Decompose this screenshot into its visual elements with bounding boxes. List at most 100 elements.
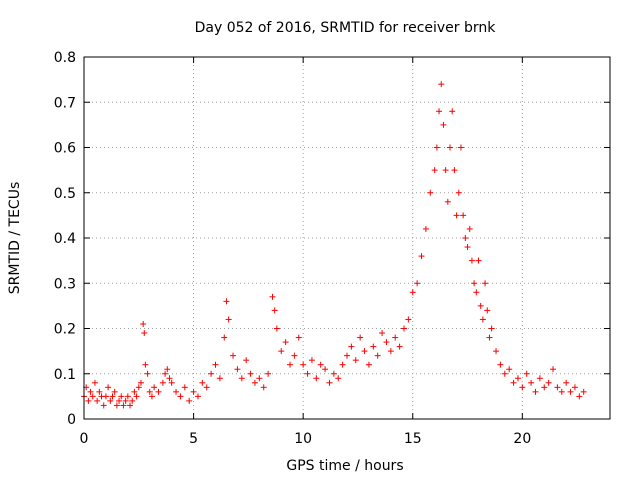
data-point xyxy=(141,330,148,337)
data-point xyxy=(208,370,215,377)
data-point xyxy=(486,334,493,341)
x-tick-label: 15 xyxy=(404,431,422,447)
data-point xyxy=(510,379,517,386)
data-point xyxy=(225,316,232,323)
data-point xyxy=(271,307,278,314)
data-point xyxy=(550,366,557,373)
data-point xyxy=(357,334,364,341)
data-point xyxy=(387,348,394,355)
data-point xyxy=(194,393,201,400)
data-point xyxy=(326,379,333,386)
data-point xyxy=(379,330,386,337)
data-point xyxy=(422,225,429,232)
data-point xyxy=(348,343,355,350)
data-point xyxy=(449,108,456,115)
data-point xyxy=(536,375,543,382)
data-point xyxy=(514,375,521,382)
data-point xyxy=(107,397,114,404)
data-point xyxy=(405,316,412,323)
data-point xyxy=(567,388,574,395)
data-point xyxy=(124,393,131,400)
data-point xyxy=(457,144,464,151)
data-point xyxy=(484,307,491,314)
y-tick-label: 0 xyxy=(67,412,76,428)
data-point xyxy=(234,366,241,373)
data-point xyxy=(133,393,140,400)
y-axis-label: SRMTID / TECUs xyxy=(7,182,23,295)
data-point xyxy=(427,189,434,196)
data-point xyxy=(256,375,263,382)
data-point xyxy=(131,388,138,395)
data-point xyxy=(370,343,377,350)
data-point xyxy=(173,388,180,395)
data-point xyxy=(455,189,462,196)
data-point xyxy=(451,167,458,174)
data-point xyxy=(135,384,142,391)
chart-grid xyxy=(84,57,610,419)
data-point xyxy=(374,352,381,359)
data-point xyxy=(111,388,118,395)
y-tick-labels: 0 0.1 0.2 0.3 0.4 0.5 0.6 0.7 0.8 xyxy=(54,50,76,428)
x-tick-label: 0 xyxy=(80,431,89,447)
data-point xyxy=(100,402,107,409)
y-tick-label: 0.4 xyxy=(54,231,76,247)
data-point xyxy=(558,388,565,395)
data-point xyxy=(466,225,473,232)
data-point xyxy=(85,397,92,404)
data-point xyxy=(269,293,276,300)
data-point xyxy=(453,212,460,219)
data-point xyxy=(482,280,489,287)
data-points xyxy=(81,81,587,409)
data-point xyxy=(162,370,169,377)
data-point xyxy=(532,388,539,395)
data-point xyxy=(344,352,350,359)
data-point xyxy=(113,402,120,409)
data-point xyxy=(335,375,342,382)
data-point xyxy=(468,257,475,264)
data-point xyxy=(308,357,315,364)
data-point xyxy=(330,370,337,377)
data-point xyxy=(523,370,530,377)
data-point xyxy=(501,370,508,377)
data-point xyxy=(433,144,440,151)
data-point xyxy=(151,384,158,391)
x-tick-labels: 0 5 10 15 20 xyxy=(80,431,532,447)
x-tick-label: 10 xyxy=(294,431,312,447)
data-point xyxy=(396,343,403,350)
data-point xyxy=(186,397,193,404)
data-point xyxy=(322,366,329,373)
data-point xyxy=(444,198,451,205)
data-point xyxy=(365,361,372,368)
axis-ticks xyxy=(83,56,610,420)
data-point xyxy=(541,384,548,391)
data-point xyxy=(460,212,467,219)
data-point xyxy=(300,361,307,368)
y-tick-label: 0.2 xyxy=(54,322,76,338)
data-point xyxy=(148,393,155,400)
data-point xyxy=(278,348,285,355)
data-point xyxy=(137,379,144,386)
data-point xyxy=(352,357,359,364)
y-tick-label: 0.1 xyxy=(54,367,76,383)
data-point xyxy=(438,81,445,88)
data-point xyxy=(519,384,526,391)
data-point xyxy=(479,316,486,323)
data-point xyxy=(392,334,399,341)
data-point xyxy=(146,388,153,395)
data-point xyxy=(109,393,116,400)
data-point xyxy=(493,348,500,355)
data-point xyxy=(140,320,147,327)
data-point xyxy=(164,366,171,373)
y-tick-label: 0.6 xyxy=(54,141,76,157)
data-point xyxy=(295,334,302,341)
data-point xyxy=(96,388,103,395)
data-point xyxy=(265,370,272,377)
data-point xyxy=(142,361,149,368)
data-point xyxy=(440,121,447,128)
data-point xyxy=(144,370,151,377)
data-point xyxy=(102,393,109,400)
y-tick-label: 0.3 xyxy=(54,276,76,292)
data-point xyxy=(212,361,219,368)
data-point xyxy=(127,402,134,409)
